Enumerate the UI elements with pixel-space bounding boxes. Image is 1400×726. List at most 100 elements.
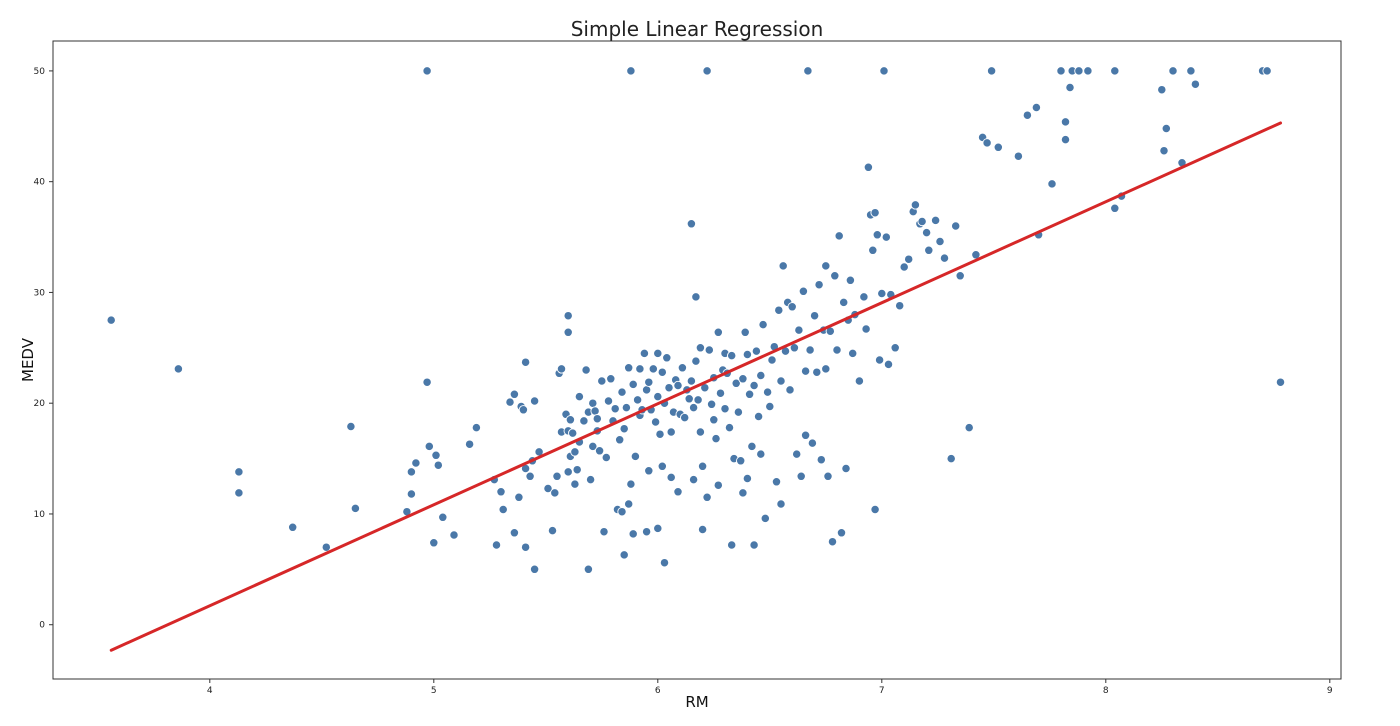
data-point bbox=[655, 429, 665, 439]
data-point bbox=[653, 391, 663, 402]
data-point bbox=[713, 327, 723, 337]
x-axis-label: RM bbox=[685, 693, 708, 711]
data-point bbox=[946, 453, 956, 464]
data-point bbox=[173, 364, 184, 374]
data-point bbox=[738, 374, 748, 384]
data-point bbox=[724, 422, 735, 433]
data-point bbox=[845, 275, 856, 285]
data-point bbox=[424, 441, 434, 452]
data-point bbox=[106, 315, 116, 325]
data-point bbox=[556, 364, 567, 374]
data-point bbox=[686, 219, 697, 229]
data-point bbox=[509, 528, 520, 538]
data-point bbox=[606, 374, 616, 384]
data-point bbox=[760, 513, 770, 524]
data-point bbox=[1275, 377, 1286, 387]
data-point bbox=[792, 449, 802, 459]
data-point bbox=[1022, 110, 1033, 120]
data-point bbox=[1031, 102, 1042, 113]
data-point bbox=[776, 499, 786, 509]
data-point bbox=[697, 461, 708, 471]
data-point bbox=[429, 538, 439, 548]
data-point bbox=[653, 348, 663, 359]
data-point bbox=[350, 503, 361, 514]
data-point bbox=[673, 487, 683, 497]
data-point bbox=[702, 66, 712, 76]
data-point bbox=[471, 422, 482, 433]
x-tick-label: 6 bbox=[655, 686, 661, 696]
data-point bbox=[711, 433, 721, 444]
data-point bbox=[747, 441, 757, 452]
data-point bbox=[727, 540, 737, 550]
y-tick-label: 20 bbox=[34, 399, 46, 409]
y-tick-label: 30 bbox=[34, 288, 46, 298]
data-point bbox=[848, 348, 858, 359]
data-point bbox=[498, 504, 508, 515]
data-point bbox=[346, 421, 356, 432]
data-point bbox=[895, 301, 905, 311]
data-point bbox=[881, 232, 891, 242]
y-axis-ticks: 0 10 20 30 40 50 bbox=[34, 67, 53, 631]
data-point bbox=[597, 376, 607, 386]
data-point bbox=[930, 215, 941, 226]
data-point bbox=[433, 460, 443, 470]
data-point bbox=[807, 438, 818, 448]
data-point bbox=[568, 428, 578, 438]
data-point bbox=[520, 357, 531, 367]
data-point bbox=[601, 452, 611, 463]
data-point bbox=[565, 415, 576, 425]
data-point bbox=[836, 528, 847, 538]
data-point bbox=[774, 305, 784, 315]
data-point bbox=[753, 411, 764, 422]
data-point bbox=[767, 355, 777, 365]
data-point bbox=[839, 297, 849, 308]
data-point bbox=[1083, 66, 1093, 76]
y-tick-label: 40 bbox=[34, 178, 46, 188]
x-tick-label: 8 bbox=[1103, 686, 1109, 696]
data-point bbox=[572, 465, 582, 475]
data-point bbox=[514, 492, 524, 502]
data-point bbox=[662, 353, 672, 363]
x-tick-label: 9 bbox=[1327, 686, 1333, 696]
data-point bbox=[464, 439, 475, 449]
data-point bbox=[986, 66, 997, 76]
data-point bbox=[1065, 82, 1075, 93]
data-point bbox=[709, 415, 719, 425]
data-point bbox=[872, 230, 882, 240]
data-point bbox=[834, 231, 844, 241]
data-point bbox=[883, 359, 894, 370]
data-point bbox=[778, 261, 788, 271]
data-point bbox=[641, 527, 652, 537]
data-point bbox=[617, 387, 627, 397]
data-point bbox=[520, 542, 531, 552]
data-point bbox=[644, 466, 654, 476]
data-point bbox=[1168, 66, 1178, 76]
data-point bbox=[827, 537, 838, 547]
data-point bbox=[590, 406, 600, 416]
data-point bbox=[1262, 66, 1272, 76]
data-point bbox=[628, 529, 638, 539]
data-point bbox=[525, 471, 535, 481]
data-point bbox=[677, 363, 688, 373]
data-point bbox=[650, 417, 661, 427]
data-point bbox=[832, 345, 842, 355]
data-point bbox=[628, 379, 638, 390]
data-point bbox=[657, 367, 667, 377]
data-point bbox=[610, 404, 620, 414]
data-point bbox=[751, 346, 762, 356]
data-point bbox=[1047, 179, 1057, 189]
data-point bbox=[812, 367, 822, 377]
data-point bbox=[904, 254, 914, 264]
regression-line-layer bbox=[109, 121, 1283, 652]
data-point bbox=[406, 467, 417, 477]
data-point bbox=[639, 348, 650, 359]
data-point bbox=[771, 477, 782, 487]
data-point bbox=[406, 489, 417, 499]
data-point bbox=[702, 492, 712, 502]
data-point bbox=[800, 366, 811, 376]
data-point bbox=[877, 288, 887, 299]
data-point bbox=[899, 262, 909, 272]
data-point bbox=[821, 364, 831, 374]
data-point bbox=[648, 364, 658, 374]
data-point bbox=[422, 377, 432, 387]
